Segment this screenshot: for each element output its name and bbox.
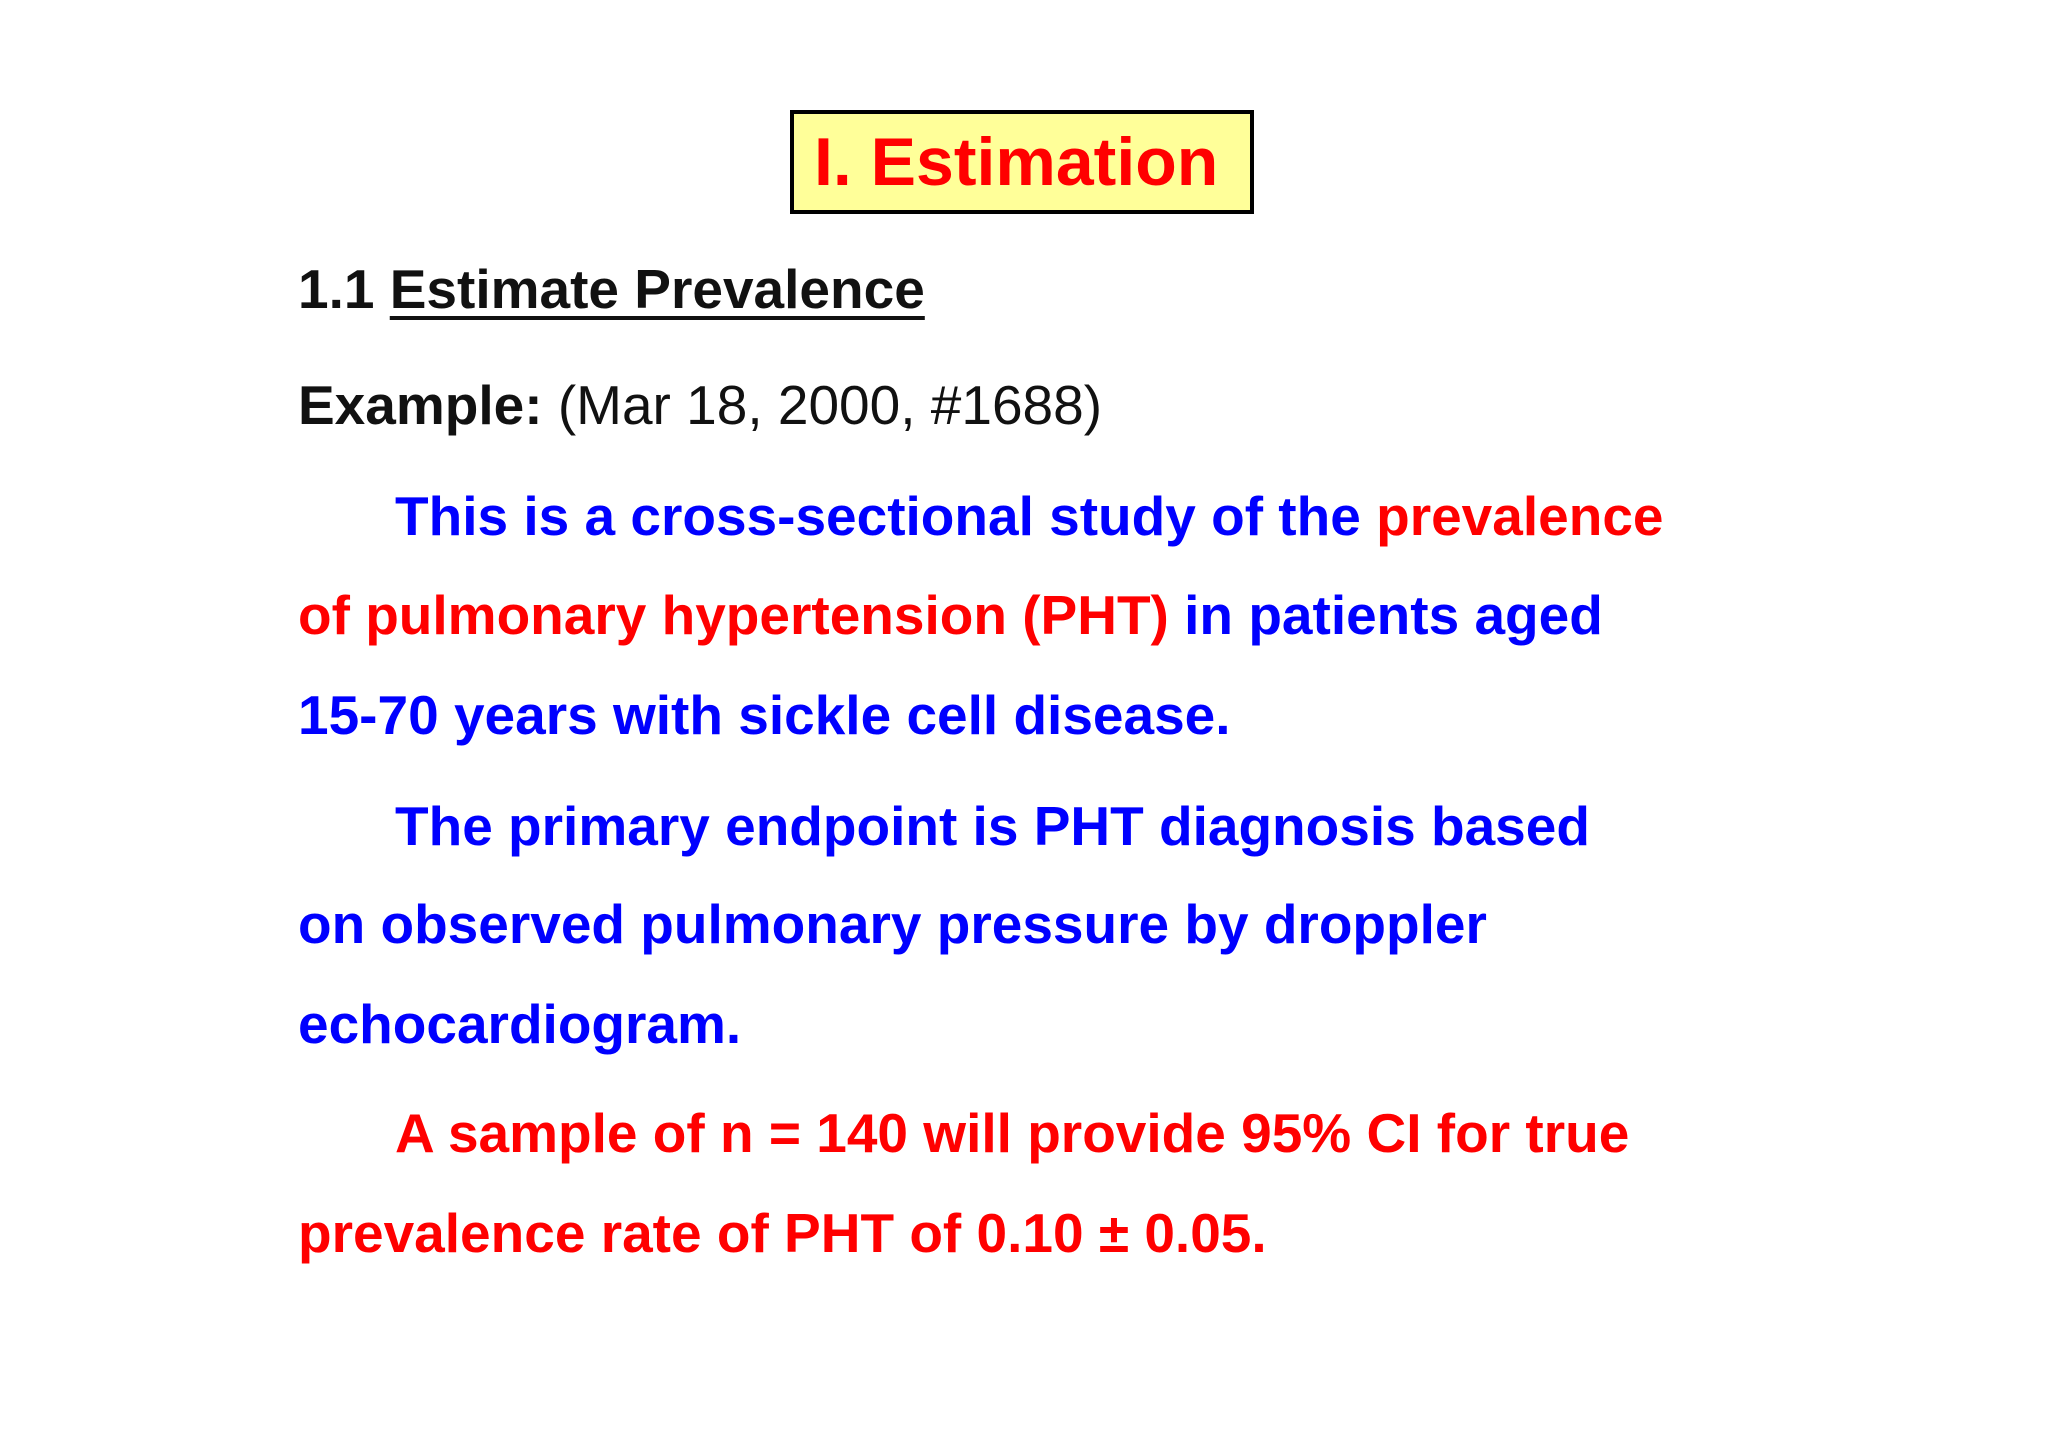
paragraph1-line3: 15-70 years with sickle cell disease. <box>298 684 1231 746</box>
paragraph2-line1: The primary endpoint is PHT diagnosis ba… <box>395 795 1590 857</box>
example-label: Example: <box>298 374 543 436</box>
paragraph2-line3: echocardiogram. <box>298 993 742 1055</box>
paragraph1-line1-red: prevalence <box>1376 485 1664 547</box>
paragraph3-line2: prevalence rate of PHT of 0.10 ± 0.05. <box>298 1202 1267 1264</box>
paragraph1-line1: This is a cross-sectional study of the p… <box>395 489 1664 544</box>
example-line: Example: (Mar 18, 2000, #1688) <box>298 378 1102 433</box>
section-heading: 1.1 Estimate Prevalence <box>298 262 925 317</box>
section-number: 1.1 <box>298 258 375 320</box>
paragraph1-line2-blue: in patients aged <box>1184 584 1603 646</box>
paragraph2-line2: on observed pulmonary pressure by droppl… <box>298 893 1487 955</box>
paragraph3-line1: A sample of n = 140 will provide 95% CI … <box>395 1102 1630 1164</box>
paragraph1-line1-blue: This is a cross-sectional study of the <box>395 485 1361 547</box>
section-title: Estimate Prevalence <box>389 258 925 320</box>
paragraph1-line2: of pulmonary hypertension (PHT) in patie… <box>298 588 1603 643</box>
slide-title: I. Estimation <box>814 124 1219 200</box>
paragraph1-line2-red: of pulmonary hypertension (PHT) <box>298 584 1169 646</box>
title-box: I. Estimation <box>790 110 1254 214</box>
example-reference: (Mar 18, 2000, #1688) <box>557 374 1103 436</box>
